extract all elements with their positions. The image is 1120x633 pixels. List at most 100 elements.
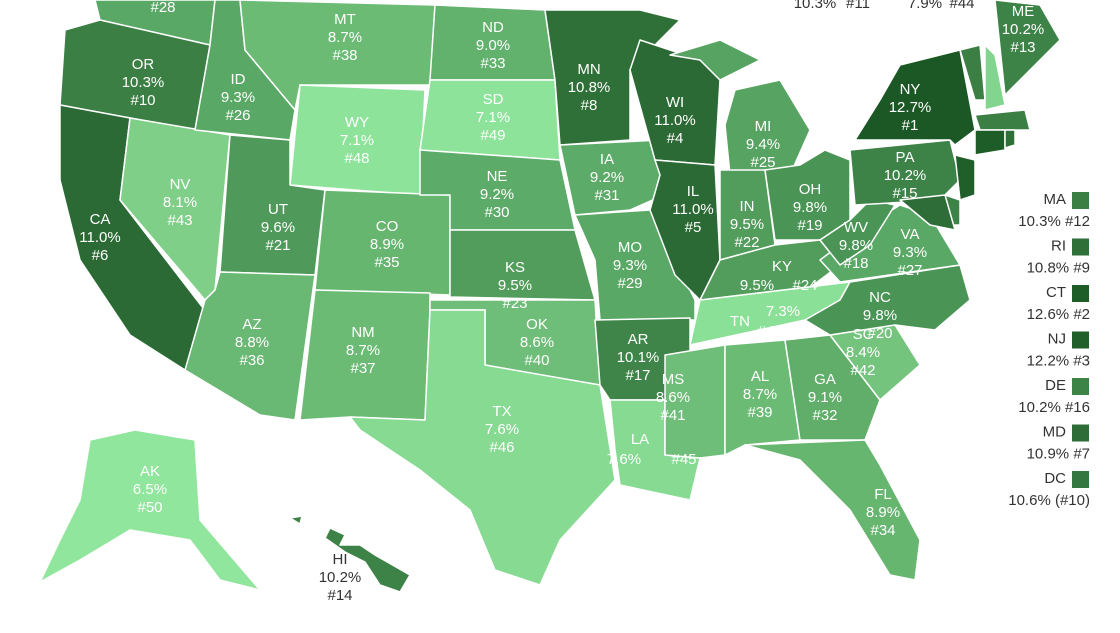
state-value: 7.1% xyxy=(340,132,374,149)
state-rank: #37 xyxy=(350,360,375,377)
state-value: 9.2% xyxy=(480,186,514,203)
state-rank: #35 xyxy=(374,254,399,271)
legend-rank: #9 xyxy=(1073,259,1090,276)
state-abbr: IA xyxy=(600,151,614,168)
legend-stat: 10.6% (#10) xyxy=(1008,492,1090,509)
legend-swatch xyxy=(1072,331,1089,349)
state-rank: #10 xyxy=(130,92,155,109)
state-rank: #4 xyxy=(667,130,684,147)
state-abbr: VA xyxy=(901,226,920,243)
legend-value: 10.6% xyxy=(1008,492,1051,509)
state-shape xyxy=(849,139,961,206)
state-abbr: WY xyxy=(345,114,369,131)
state-abbr: PA xyxy=(896,149,915,166)
state-value: 9.4% xyxy=(746,136,780,153)
legend-rank: #2 xyxy=(1073,306,1090,323)
legend-rank: #12 xyxy=(1065,213,1090,230)
legend-abbr: RI xyxy=(1051,237,1066,254)
state-value: 10.2% xyxy=(884,167,927,184)
state-shape xyxy=(184,271,316,421)
state-rank: #39 xyxy=(747,404,772,421)
state-shape xyxy=(784,334,881,441)
legend-rank: #7 xyxy=(1073,445,1090,462)
state-value: 9.0% xyxy=(476,37,510,54)
state-shape xyxy=(974,129,1006,156)
state-rank: #22 xyxy=(734,234,759,251)
state-abbr: SC xyxy=(853,326,874,343)
state-value: 9.5% xyxy=(740,277,774,294)
legend-value: 10.2% xyxy=(1018,399,1061,416)
state-abbr: HI xyxy=(333,551,348,568)
state-abbr: WV xyxy=(844,219,868,236)
state-value: 8.6% xyxy=(656,389,690,406)
state-rank: #31 xyxy=(594,187,619,204)
state-value: 8.6% xyxy=(520,334,554,351)
state-value: 10.8% xyxy=(568,79,611,96)
state-shape xyxy=(994,0,1061,96)
legend-abbr: DE xyxy=(1045,377,1066,394)
state-value: 9.5% xyxy=(498,277,532,294)
state-value: 11.0% xyxy=(654,112,695,129)
state-abbr: ND xyxy=(482,19,504,36)
state-rank: #19 xyxy=(797,217,822,234)
state-rank: #26 xyxy=(225,107,250,124)
legend-abbr: CT xyxy=(1046,284,1066,301)
state-abbr: CO xyxy=(376,218,399,235)
state-rank: #24 xyxy=(792,277,817,294)
legend-swatch xyxy=(1072,378,1089,395)
state-value: 10.1% xyxy=(617,349,660,366)
state-shape xyxy=(954,154,976,201)
state-abbr: AK xyxy=(140,463,160,480)
state-shape xyxy=(974,109,1031,131)
legend-rank: #16 xyxy=(1065,399,1090,416)
state-abbr: KY xyxy=(772,258,792,275)
state-value: 8.8% xyxy=(235,334,269,351)
state-rank: #48 xyxy=(344,150,369,167)
state-abbr: NY xyxy=(900,81,921,98)
legend-stat: 10.3% #12 xyxy=(1018,213,1090,230)
state-shape xyxy=(854,49,976,146)
state-abbr: TN xyxy=(730,313,750,330)
state-rank: #38 xyxy=(332,47,357,64)
legend-value: 10.3% xyxy=(1018,213,1061,230)
state-rank: #49 xyxy=(480,127,505,144)
legend-swatch xyxy=(1072,471,1089,488)
legend-abbr: MD xyxy=(1043,423,1066,440)
state-rank: #15 xyxy=(892,185,917,202)
state-abbr: SD xyxy=(483,91,504,108)
state-rank: #41 xyxy=(660,407,685,424)
legend-value: 12.2% xyxy=(1027,352,1070,369)
state-abbr: MI xyxy=(755,118,772,135)
legend-value: 10.9% xyxy=(1027,445,1070,462)
legend-value: 10.8% xyxy=(1027,259,1070,276)
state-shape xyxy=(764,149,851,241)
legend-rank: (#10) xyxy=(1055,492,1090,509)
state-abbr: NE xyxy=(487,168,508,185)
state-value: 10.3% xyxy=(122,74,165,91)
state-value: 12.7% xyxy=(889,99,932,116)
state-shape xyxy=(649,159,721,301)
state-abbr: AZ xyxy=(242,316,261,333)
legend-abbr: NJ xyxy=(1048,330,1066,347)
state-rank: #1 xyxy=(902,117,919,134)
state-value: 7.9% xyxy=(908,0,942,12)
state-rank: #25 xyxy=(750,154,775,171)
state-shape xyxy=(724,339,801,456)
state-value: 9.1% xyxy=(808,389,842,406)
state-value: 9.3% xyxy=(221,89,255,106)
state-rank: #6 xyxy=(92,247,109,264)
state-abbr: ID xyxy=(231,71,246,88)
state-value: 11.0% xyxy=(672,201,713,218)
legend-swatch xyxy=(1072,238,1089,256)
state-value: 8.7% xyxy=(328,29,362,46)
state-value: 8.7% xyxy=(346,342,380,359)
state-shape xyxy=(899,194,956,231)
state-abbr: GA xyxy=(814,371,836,388)
state-abbr: NM xyxy=(351,324,374,341)
legend-value: 12.6% xyxy=(1027,306,1070,323)
state-value: 9.8% xyxy=(793,199,827,216)
state-rank: #8 xyxy=(581,97,598,114)
state-abbr: TX xyxy=(492,403,511,420)
state-rank: #43 xyxy=(167,212,192,229)
